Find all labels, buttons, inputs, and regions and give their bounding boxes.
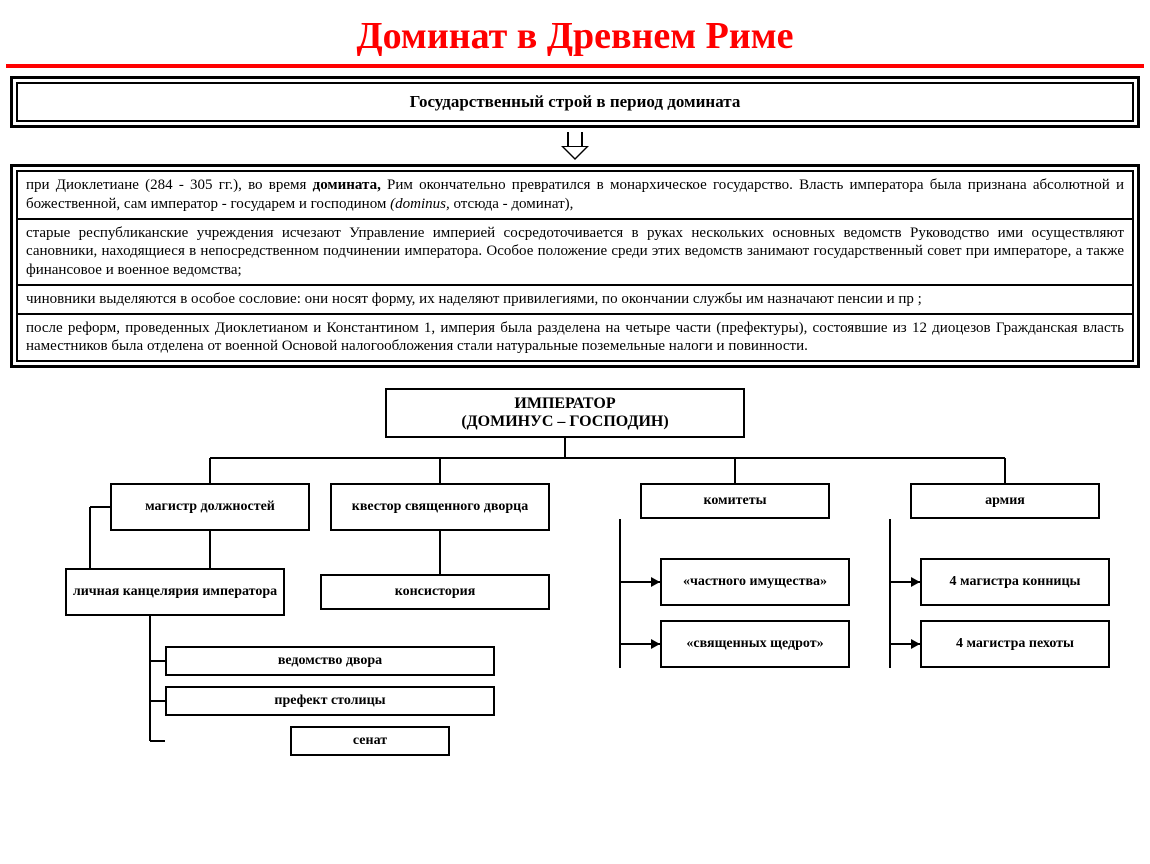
node-senate: сенат xyxy=(290,726,450,756)
node-chancery: личная канцелярия императора xyxy=(65,568,285,616)
description-row: после реформ, проведенных Диоклетианом и… xyxy=(18,315,1132,361)
header-text: Государственный строй в период домината xyxy=(410,92,741,111)
title-underline xyxy=(6,64,1144,68)
node-consistory: консистория xyxy=(320,574,550,610)
description-row: старые республиканские учреждения исчеза… xyxy=(18,220,1132,286)
org-chart: ИМПЕРАТОР(ДОМИНУС – ГОСПОДИН) магистр дол… xyxy=(10,388,1140,748)
node-private: «частного имущества» xyxy=(660,558,850,606)
node-army: армия xyxy=(910,483,1100,519)
description-row: при Диоклетиане (284 - 305 гг.), во врем… xyxy=(18,172,1132,220)
node-magister: магистр должностей xyxy=(110,483,310,531)
node-cavalry: 4 магистра конницы xyxy=(920,558,1110,606)
node-infantry: 4 магистра пехоты xyxy=(920,620,1110,668)
node-sacred: «священных щедрот» xyxy=(660,620,850,668)
header-box: Государственный строй в период домината xyxy=(10,76,1140,128)
node-palace: ведомство двора xyxy=(165,646,495,676)
emperor-node: ИМПЕРАТОР(ДОМИНУС – ГОСПОДИН) xyxy=(385,388,745,438)
node-prefect: префект столицы xyxy=(165,686,495,716)
description-panel: при Диоклетиане (284 - 305 гг.), во врем… xyxy=(10,164,1140,368)
arrow-down-icon xyxy=(0,132,1150,160)
node-quaestor: квестор священного дворца xyxy=(330,483,550,531)
description-row: чиновники выделяются в особое сословие: … xyxy=(18,286,1132,315)
page-title: Доминат в Древнем Риме xyxy=(0,0,1150,64)
node-comites: комитеты xyxy=(640,483,830,519)
